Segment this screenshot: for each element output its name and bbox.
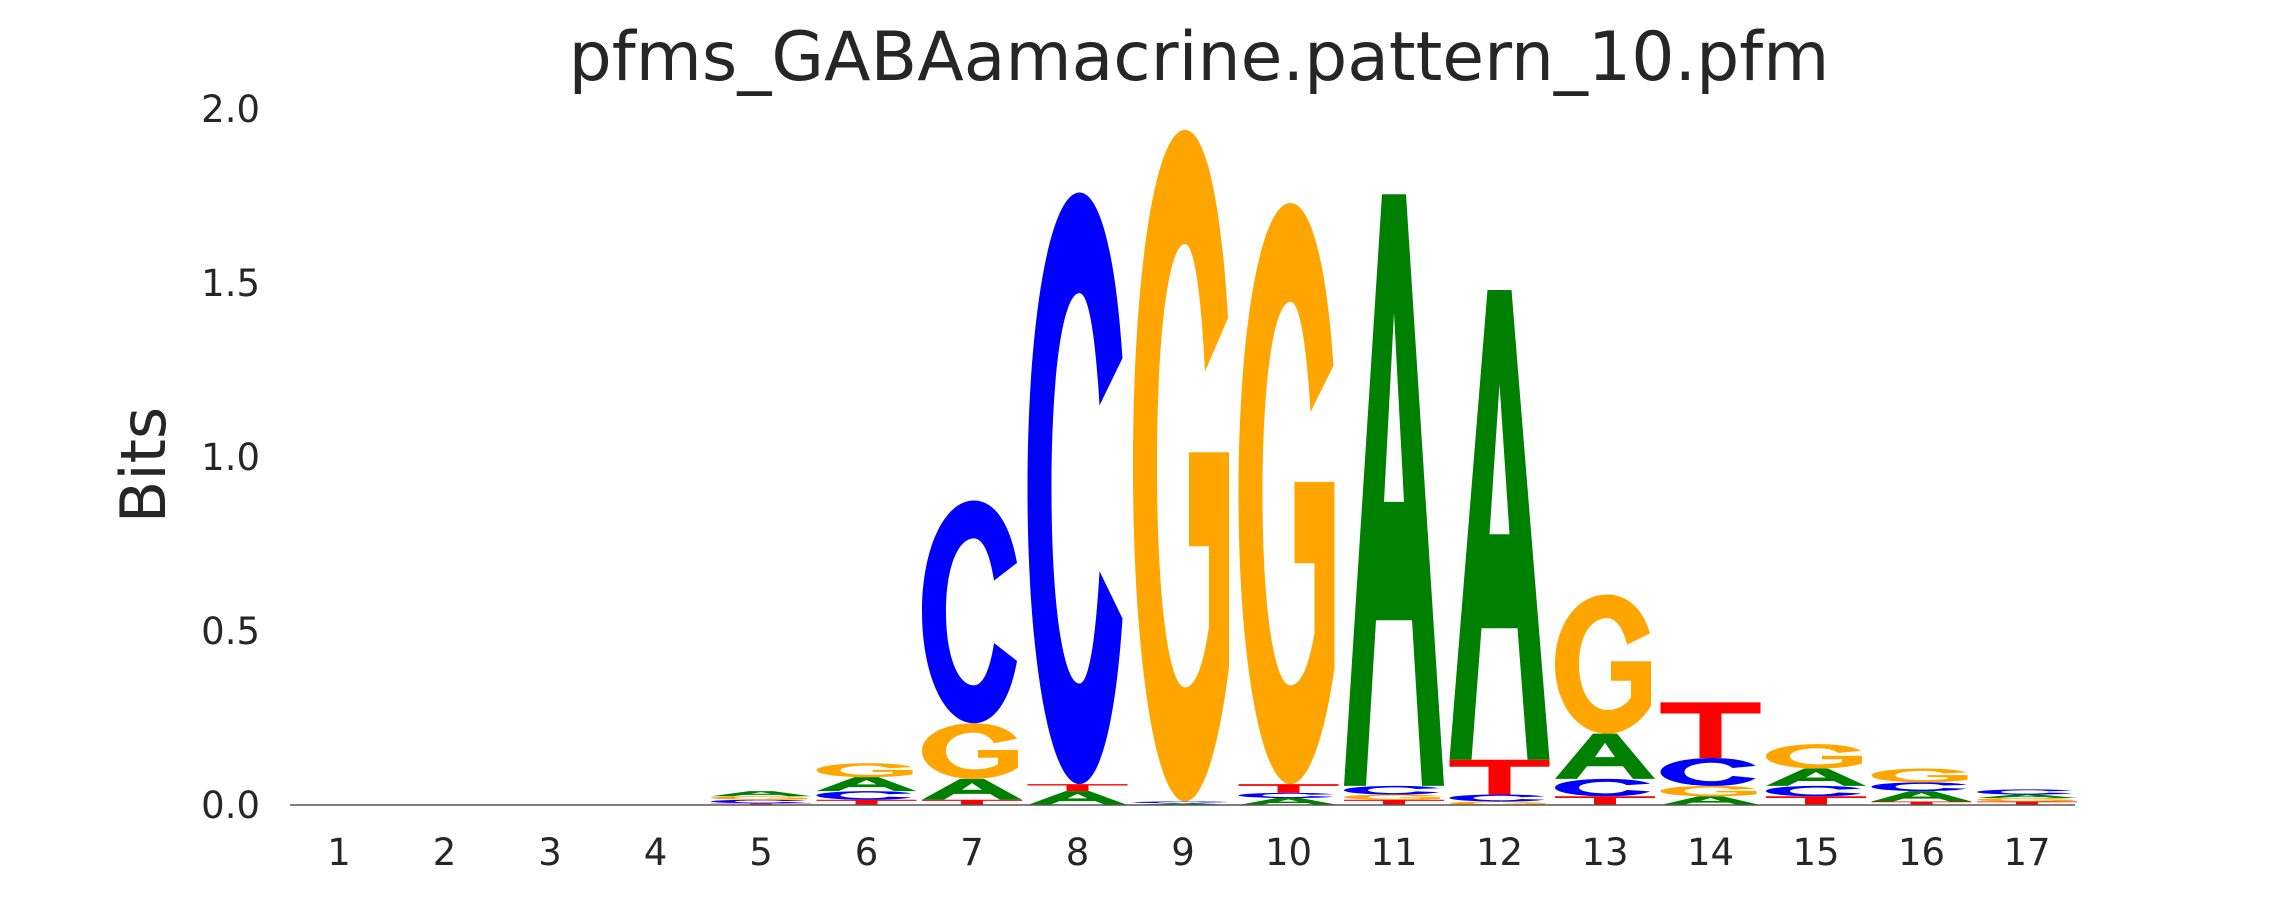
- y-axis-ticks: 0.0 0.5 1.0 1.5 2.0: [201, 88, 260, 827]
- letter-stacks: [711, 129, 2077, 805]
- x-tick-label: 13: [1581, 831, 1628, 874]
- letter-T: [922, 799, 1022, 805]
- x-tick-label: 8: [1066, 831, 1090, 874]
- letter-C: [1977, 789, 2072, 795]
- letter-G: [1555, 594, 1651, 734]
- letter-A: [1344, 194, 1444, 786]
- letter-T: [1660, 702, 1761, 759]
- letter-A: [1449, 289, 1550, 760]
- logo-stack: [1133, 129, 1233, 805]
- letter-C: [1449, 794, 1545, 802]
- letter-A: [922, 778, 1022, 800]
- x-tick-label: 5: [749, 831, 773, 874]
- letter-C: [1238, 792, 1334, 799]
- letter-G: [711, 796, 807, 800]
- logo-stack: [1871, 768, 1972, 805]
- letter-G: [1871, 768, 1968, 783]
- letter-A: [1238, 798, 1339, 805]
- logo-stack: [816, 763, 917, 805]
- letter-C: [1871, 782, 1967, 792]
- y-tick-label: 1.0: [201, 436, 260, 479]
- letter-C: [1344, 785, 1439, 795]
- letter-G: [1238, 202, 1335, 785]
- logo-stack: [1766, 744, 1866, 805]
- letter-G: [1133, 129, 1229, 802]
- x-tick-label: 17: [2003, 831, 2050, 874]
- letter-A: [816, 777, 917, 792]
- letter-T: [816, 799, 917, 805]
- letter-C: [1027, 192, 1123, 785]
- x-tick-label: 11: [1370, 831, 1417, 874]
- logo-stack: [1555, 594, 1655, 805]
- letter-G: [816, 763, 913, 778]
- y-axis-label: Bits: [107, 407, 180, 523]
- x-tick-label: 12: [1476, 831, 1523, 874]
- letter-C: [1660, 758, 1756, 786]
- letter-T: [1027, 784, 1128, 792]
- logo-stack: [1449, 289, 1550, 805]
- letter-A: [1555, 733, 1655, 779]
- x-tick-label: 1: [327, 831, 351, 874]
- chart-title: pfms_GABAamacrine.pattern_10.pfm: [569, 18, 1830, 97]
- y-tick-label: 2.0: [201, 88, 260, 131]
- x-tick-label: 6: [855, 831, 879, 874]
- letter-C: [1555, 778, 1650, 797]
- letter-T: [1449, 759, 1550, 795]
- letter-G: [1766, 744, 1862, 769]
- letter-A: [1977, 794, 2077, 799]
- letter-G: [1344, 794, 1440, 800]
- x-tick-label: 7: [960, 831, 984, 874]
- logo-stack: [711, 791, 811, 805]
- logo-stack: [1977, 789, 2077, 805]
- x-tick-label: 14: [1687, 831, 1734, 874]
- letter-C: [1133, 801, 1228, 804]
- x-tick-label: 15: [1792, 831, 1839, 874]
- y-tick-label: 0.0: [201, 784, 260, 827]
- letter-A: [1027, 791, 1128, 805]
- letter-A: [711, 791, 811, 797]
- letter-A: [1660, 796, 1761, 805]
- logo-stack: [1238, 202, 1339, 805]
- x-tick-label: 9: [1171, 831, 1195, 874]
- x-tick-label: 2: [433, 831, 457, 874]
- letter-G: [1977, 798, 2073, 802]
- letter-T: [1555, 796, 1655, 805]
- y-tick-label: 0.5: [201, 610, 260, 653]
- letter-G: [1660, 785, 1757, 797]
- letter-C: [816, 791, 912, 800]
- letter-C: [711, 799, 806, 804]
- x-tick-label: 16: [1898, 831, 1945, 874]
- letter-T: [1238, 784, 1339, 793]
- letter-A: [1871, 791, 1972, 802]
- letter-C: [922, 500, 1017, 724]
- logo-stack: [1027, 192, 1128, 805]
- x-tick-label: 10: [1265, 831, 1312, 874]
- y-tick-label: 1.5: [201, 262, 260, 305]
- letter-C: [1766, 785, 1861, 797]
- letter-G: [922, 723, 1018, 779]
- letter-A: [1766, 768, 1866, 786]
- x-axis-ticks: 1 2 3 4 5 6 7 8 9 10 11 12 13 14 15 16 17: [327, 831, 2050, 874]
- logo-stack: [1660, 702, 1761, 805]
- letter-T: [1766, 796, 1866, 805]
- x-tick-label: 4: [644, 831, 668, 874]
- logo-stack: [922, 500, 1022, 805]
- logo-stack: [1344, 194, 1444, 805]
- x-tick-label: 3: [538, 831, 562, 874]
- letter-T: [1344, 799, 1444, 805]
